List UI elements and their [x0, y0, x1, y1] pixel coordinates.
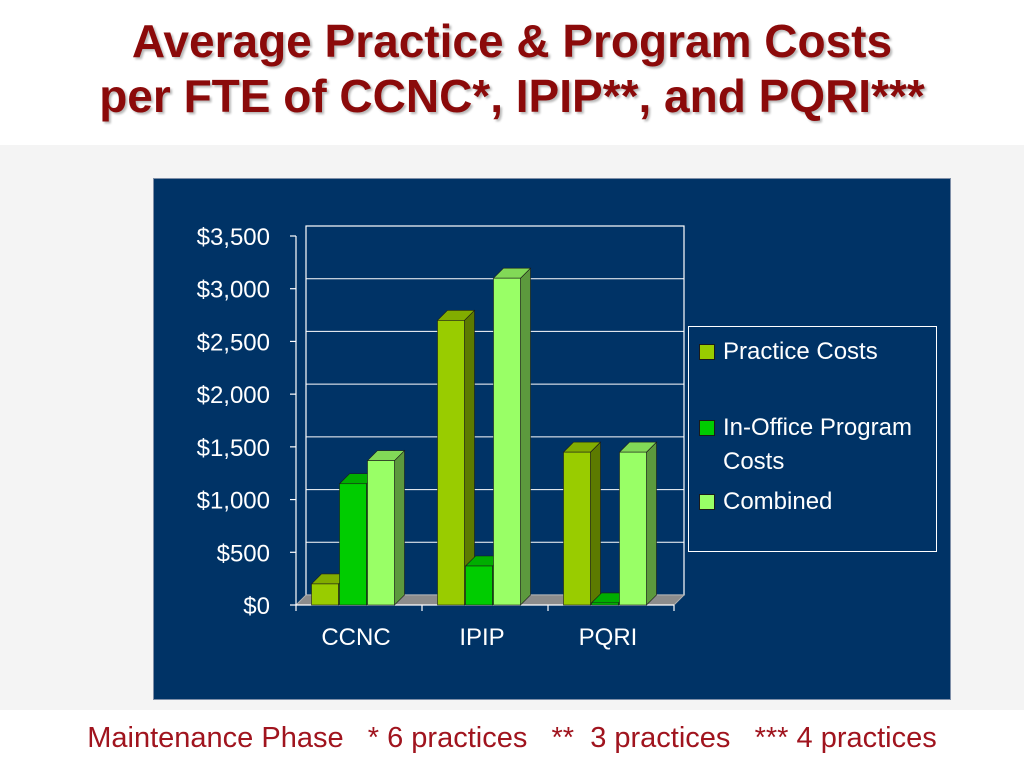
bar-combined-pqri — [619, 451, 647, 606]
bar-practice-costs-ipip — [437, 320, 465, 606]
bar-combined-ipip — [493, 277, 521, 606]
y-tick-label: $1,500 — [197, 435, 270, 462]
bar-combined-ipip-side — [520, 267, 531, 606]
bar-practice-costs-pqri — [563, 451, 591, 606]
legend-swatch-in-office-program-costs — [699, 420, 715, 436]
y-tick-label: $3,000 — [197, 277, 270, 304]
x-tick-label: IPIP — [459, 624, 504, 651]
slide-title-line-2: per FTE of CCNC*, IPIP**, and PQRI*** — [99, 70, 925, 122]
y-tick-label: $1,000 — [197, 488, 270, 515]
legend-item-practice-costs: Practice Costs — [699, 335, 878, 369]
footer-note: Maintenance Phase * 6 practices ** 3 pra… — [87, 722, 937, 754]
legend-swatch-practice-costs — [699, 344, 715, 360]
y-tick-label: $500 — [217, 540, 270, 567]
y-tick-label: $2,000 — [197, 382, 270, 409]
x-tick-label: PQRI — [579, 624, 638, 651]
bar-chart: $0 $500 $1,000 $1,500 $2,000 $2,500 $3,000 $3,5… — [197, 224, 686, 651]
bar-combined-pqri-side — [646, 441, 657, 606]
bar-combined-ccnc-side — [394, 449, 405, 606]
bar-combined-ccnc — [367, 460, 395, 606]
bar-practice-costs-ccnc — [311, 583, 339, 606]
chart-legend: Practice Costs In-Office Program Costs C… — [688, 326, 937, 552]
bar-in-office-program-costs-ccnc — [339, 483, 367, 606]
legend-label-practice-costs: Practice Costs — [723, 338, 878, 365]
y-tick-label: $3,500 — [197, 224, 270, 251]
bar-in-office-program-costs-ipip — [465, 565, 493, 606]
slide-title-line-1: Average Practice & Program Costs — [131, 15, 893, 67]
y-tick-label: $0 — [243, 593, 270, 620]
legend-label-in-office-program-costs: In-Office Program Costs — [723, 414, 912, 475]
bar-practice-costs-pqri-side — [590, 441, 601, 606]
legend-swatch-combined — [699, 494, 715, 510]
legend-item-combined: Combined — [699, 485, 832, 519]
legend-label-combined: Combined — [723, 488, 833, 515]
y-tick-label: $2,500 — [197, 329, 270, 356]
x-tick-label: CCNC — [321, 624, 390, 651]
slide-title: Average Practice & Program Costs per FTE… — [0, 14, 1024, 124]
legend-item-in-office-program-costs: In-Office Program Costs — [699, 411, 929, 479]
bar-in-office-program-costs-pqri — [591, 602, 619, 606]
